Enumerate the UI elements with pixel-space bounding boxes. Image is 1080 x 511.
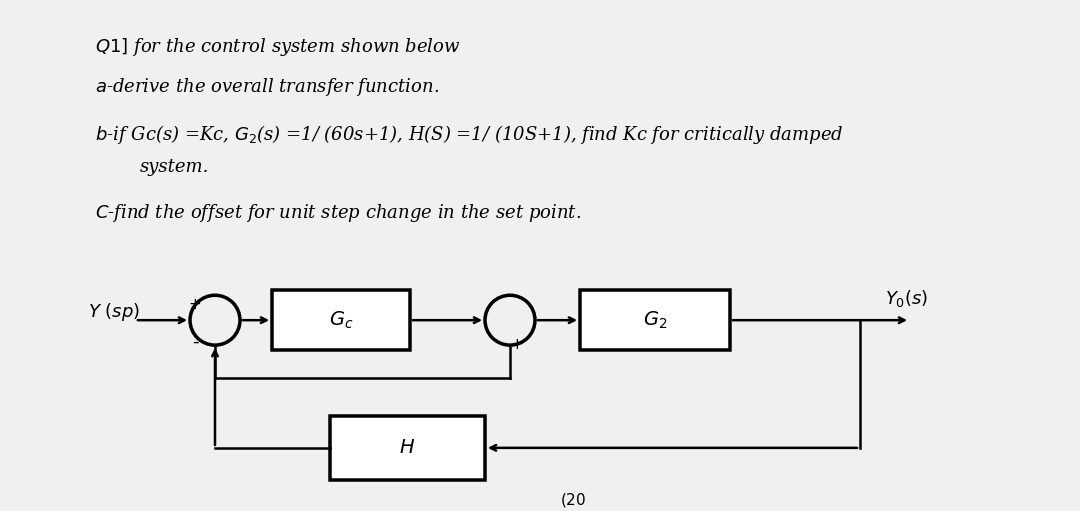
Text: $H$: $H$ bbox=[400, 439, 416, 457]
Text: +: + bbox=[511, 337, 524, 352]
FancyBboxPatch shape bbox=[580, 290, 730, 350]
Text: $C$-find the offset for unit step change in the set point.: $C$-find the offset for unit step change… bbox=[95, 202, 581, 224]
Text: -: - bbox=[192, 333, 199, 351]
Text: $G_c$: $G_c$ bbox=[328, 310, 353, 331]
FancyBboxPatch shape bbox=[272, 290, 410, 350]
Text: +: + bbox=[189, 297, 201, 312]
Text: $(20$: $(20$ bbox=[561, 491, 586, 509]
Text: $b$-if Gc(s) =Kc, $G_2$(s) =1/ (60s+1), H(S) =1/ (10S+1), find Kc for critically: $b$-if Gc(s) =Kc, $G_2$(s) =1/ (60s+1), … bbox=[95, 123, 843, 146]
FancyBboxPatch shape bbox=[330, 416, 485, 480]
Text: $a$-derive the overall transfer function.: $a$-derive the overall transfer function… bbox=[95, 76, 440, 98]
Text: $Y\ (sp)$: $Y\ (sp)$ bbox=[87, 301, 140, 323]
Text: system.: system. bbox=[140, 157, 210, 176]
Text: $G_2$: $G_2$ bbox=[643, 310, 667, 331]
Text: $Q1]$ for the control system shown below: $Q1]$ for the control system shown below bbox=[95, 36, 460, 58]
Text: $Y_0(s)$: $Y_0(s)$ bbox=[885, 288, 929, 309]
